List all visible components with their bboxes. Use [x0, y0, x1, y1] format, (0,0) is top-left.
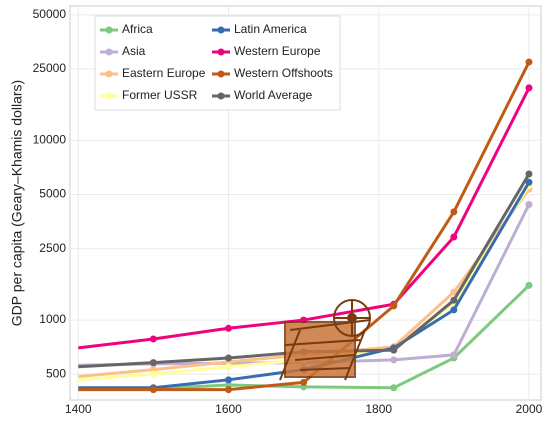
legend-marker	[218, 93, 225, 100]
legend-label: World Average	[234, 88, 313, 102]
legend-marker	[106, 49, 113, 56]
data-point	[225, 355, 232, 362]
legend-label: Latin America	[234, 22, 307, 36]
data-point	[390, 384, 397, 391]
y-tick-label: 1000	[39, 312, 66, 326]
data-point	[225, 363, 232, 370]
data-point	[525, 59, 532, 66]
y-tick-label: 25000	[33, 61, 67, 75]
data-point	[450, 208, 457, 215]
data-point	[390, 302, 397, 309]
data-point	[150, 386, 157, 393]
legend-label: Western Europe	[234, 44, 321, 58]
data-point	[150, 335, 157, 342]
data-point	[225, 386, 232, 393]
legend-marker	[106, 27, 113, 34]
data-point	[225, 325, 232, 332]
legend-label: Africa	[122, 22, 153, 36]
data-point	[450, 233, 457, 240]
data-point	[150, 371, 157, 378]
legend-marker	[218, 27, 225, 34]
legend-marker	[218, 49, 225, 56]
legend-marker	[106, 71, 113, 78]
y-tick-label: 5000	[39, 187, 66, 201]
data-point	[525, 282, 532, 289]
data-point	[300, 379, 307, 386]
data-point	[390, 356, 397, 363]
legend-label: Asia	[122, 44, 146, 58]
x-tick-label: 1400	[65, 402, 92, 416]
data-point	[525, 201, 532, 208]
data-point	[150, 359, 157, 366]
data-point	[525, 171, 532, 178]
legend-label: Western Offshoots	[234, 66, 333, 80]
legend-marker	[106, 93, 113, 100]
legend-marker	[218, 71, 225, 78]
y-tick-label: 500	[46, 366, 66, 380]
x-tick-label: 1800	[365, 402, 392, 416]
data-point	[390, 347, 397, 354]
data-point	[450, 306, 457, 313]
legend-label: Former USSR	[122, 88, 198, 102]
data-point	[450, 297, 457, 304]
data-point	[450, 351, 457, 358]
chart: GDP per capita (Geary–Khamis dollars) Af…	[0, 0, 545, 423]
data-point	[225, 376, 232, 383]
data-point	[525, 84, 532, 91]
x-tick-label: 2000	[516, 402, 543, 416]
legend-label: Eastern Europe	[122, 66, 206, 80]
y-tick-label: 2500	[39, 241, 66, 255]
y-tick-label: 10000	[33, 133, 67, 147]
y-axis-label: GDP per capita (Geary–Khamis dollars)	[9, 80, 25, 326]
x-tick-label: 1600	[215, 402, 242, 416]
y-tick-label: 50000	[33, 7, 67, 21]
